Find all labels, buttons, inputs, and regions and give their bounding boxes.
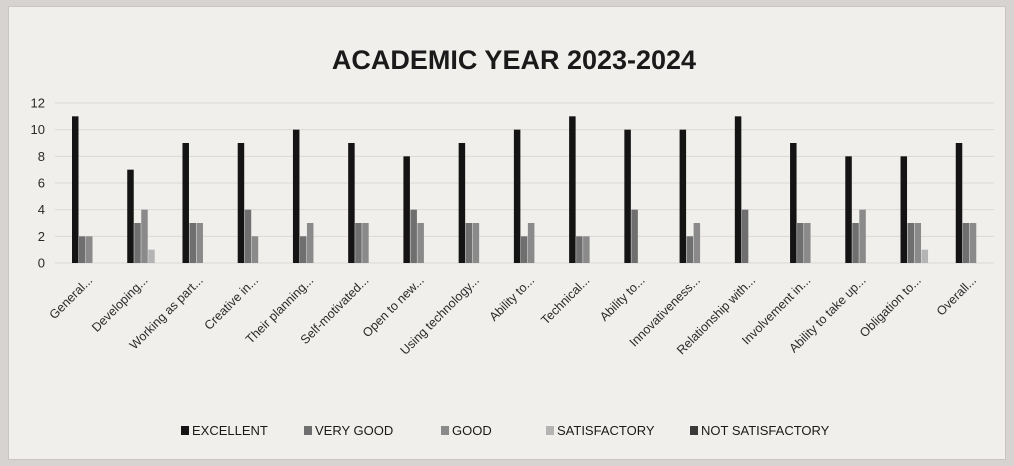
legend-label: VERY GOOD <box>315 423 393 438</box>
bar-good <box>583 236 590 263</box>
bar-good <box>693 223 701 263</box>
x-category-label: Creative in... <box>202 273 262 333</box>
legend: EXCELLENT VERY GOOD GOOD SATISFACTORY NOT SA… <box>181 423 830 438</box>
bar-excellent <box>845 156 852 263</box>
bar-chart: ACADEMIC YEAR 2023-2024 0 2 4 6 8 10 12 Genera… <box>31 45 994 438</box>
legend-swatch <box>441 426 449 435</box>
bar-very-good <box>299 236 307 263</box>
bar-very-good <box>631 209 638 263</box>
bar-very-good <box>410 209 417 263</box>
bar-very-good <box>576 236 583 263</box>
bar-very-good <box>686 236 694 263</box>
y-tick-label: 6 <box>38 176 45 191</box>
legend-swatch <box>304 426 312 435</box>
x-category-label: Technical... <box>538 273 592 327</box>
legend-label: SATISFACTORY <box>557 423 655 438</box>
bar-excellent <box>182 143 189 263</box>
bar-excellent <box>790 143 797 263</box>
bar-good <box>472 223 480 263</box>
bar-good <box>969 223 977 263</box>
y-tick-label: 0 <box>38 256 45 271</box>
bar-good <box>804 223 811 263</box>
bar-excellent <box>900 156 908 263</box>
bar-good <box>859 209 866 263</box>
bar-excellent <box>513 129 521 263</box>
bar-very-good <box>852 223 859 263</box>
bar-excellent <box>569 116 576 263</box>
bar-excellent <box>348 143 355 263</box>
y-tick-label: 4 <box>38 202 45 217</box>
bar-very-good <box>355 223 362 263</box>
x-category-label: Overall... <box>934 273 979 318</box>
bar-series <box>72 116 977 263</box>
x-axis-categories: General...Developing...Working as part..… <box>47 273 979 357</box>
legend-label: EXCELLENT <box>192 423 268 438</box>
legend-swatch <box>181 426 189 435</box>
bar-good <box>196 223 203 263</box>
bar-good <box>914 223 922 263</box>
bar-satisfactory <box>921 249 929 263</box>
bar-excellent <box>237 143 245 263</box>
bar-very-good <box>797 223 804 263</box>
bar-very-good <box>189 223 196 263</box>
bar-excellent <box>624 129 631 263</box>
x-category-label: Developing... <box>89 273 150 334</box>
bar-very-good <box>520 236 528 263</box>
bar-good <box>86 236 93 263</box>
bar-good <box>141 209 148 263</box>
bar-very-good <box>962 223 970 263</box>
bar-excellent <box>292 129 300 263</box>
bar-excellent <box>955 143 963 263</box>
bar-very-good <box>244 209 252 263</box>
x-category-label: General... <box>47 273 96 322</box>
y-tick-label: 8 <box>38 149 45 164</box>
y-tick-label: 2 <box>38 229 45 244</box>
gridlines <box>55 102 994 264</box>
bar-good <box>417 223 424 263</box>
bar-good <box>362 223 369 263</box>
bar-excellent <box>734 116 742 263</box>
y-axis-ticks: 0 2 4 6 8 10 12 <box>31 96 45 271</box>
x-category-label: Ability to... <box>487 273 538 324</box>
bar-good <box>251 236 259 263</box>
bar-very-good <box>741 209 749 263</box>
bar-good <box>306 223 314 263</box>
bar-very-good <box>907 223 915 263</box>
x-category-label: Ability to... <box>597 273 648 324</box>
bar-excellent <box>72 116 79 263</box>
legend-swatch <box>546 426 554 435</box>
bar-excellent <box>403 156 410 263</box>
y-tick-label: 10 <box>31 122 45 137</box>
legend-swatch <box>690 426 698 435</box>
bar-excellent <box>458 143 466 263</box>
bar-very-good <box>134 223 141 263</box>
y-tick-label: 12 <box>31 96 45 111</box>
chart-title: ACADEMIC YEAR 2023-2024 <box>332 45 696 75</box>
bar-satisfactory <box>148 249 155 263</box>
chart-frame: ACADEMIC YEAR 2023-2024 0 2 4 6 8 10 12 Genera… <box>8 6 1006 460</box>
bar-very-good <box>79 236 86 263</box>
bar-excellent <box>127 169 134 263</box>
legend-label: NOT SATISFACTORY <box>701 423 830 438</box>
legend-label: GOOD <box>452 423 492 438</box>
bar-good <box>527 223 535 263</box>
bar-very-good <box>465 223 473 263</box>
bar-excellent <box>679 129 687 263</box>
